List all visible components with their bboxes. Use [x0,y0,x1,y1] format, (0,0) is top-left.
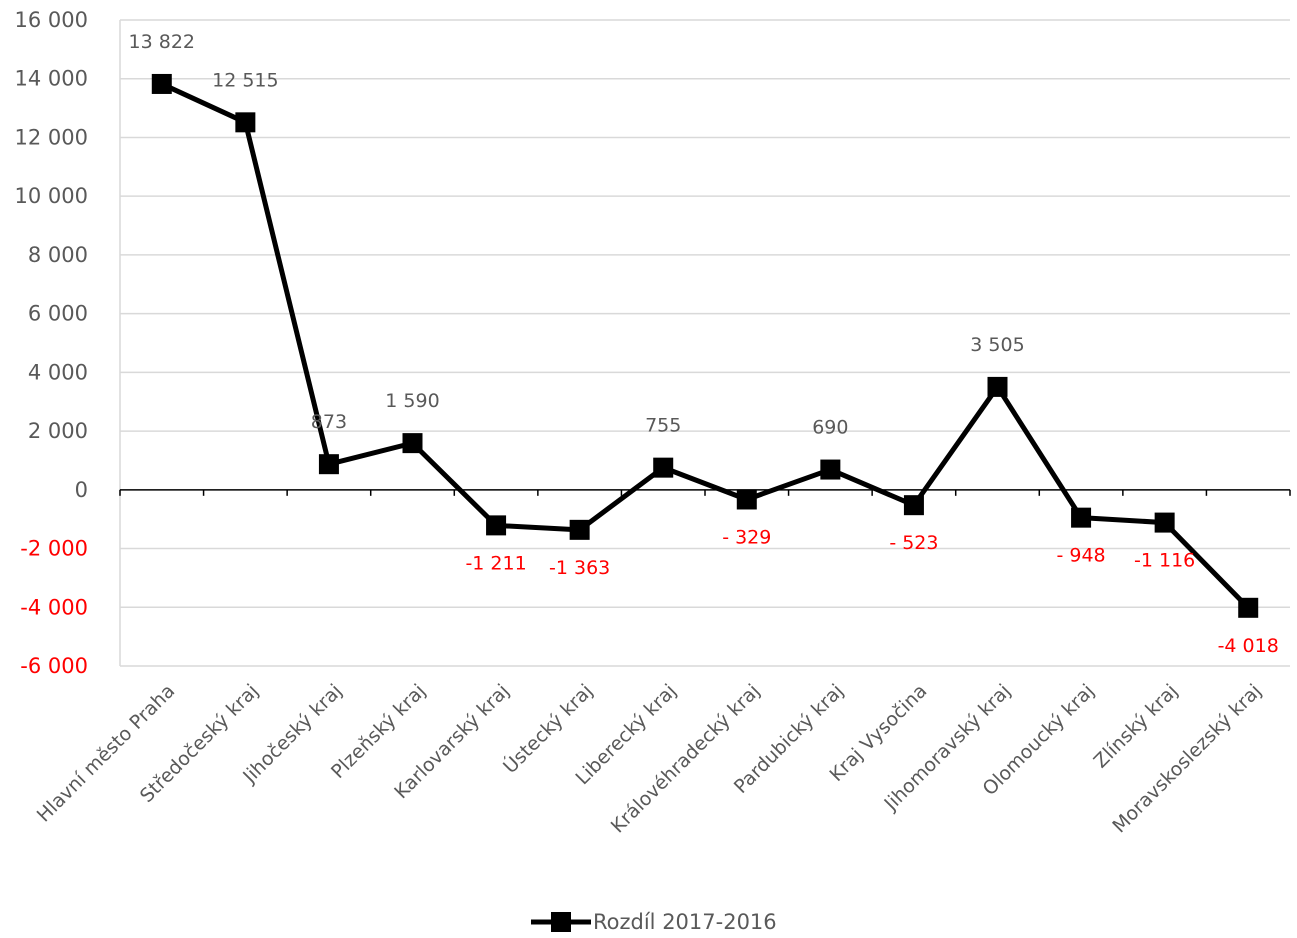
data-label: - 329 [722,526,771,548]
data-point-marker [653,457,674,478]
y-axis-tick-labels: 16 000 14 000 12 000 10 000 8 000 6 000 4 000 2… [15,8,88,678]
y-tick-label: 12 000 [15,125,88,149]
data-label: - 948 [1056,545,1105,567]
y-tick-label: 4 000 [28,360,88,384]
data-label: 1 590 [385,390,439,412]
y-tick-label: 6 000 [28,302,88,326]
y-tick-label: -6 000 [20,654,88,678]
data-point-marker [486,515,507,536]
data-label: 12 515 [212,69,278,91]
data-labels: 13 822 12 515 873 1 590 -1 211 -1 363 755 - 329… [129,31,1279,657]
data-label: 13 822 [129,31,195,53]
y-tick-label: 14 000 [15,67,88,91]
legend-label: Rozdíl 2017-2016 [593,910,777,934]
data-point-marker [569,519,590,540]
data-point-marker [1071,507,1092,528]
y-tick-label: -2 000 [20,537,88,561]
data-points [151,73,1259,618]
data-point-marker [318,454,339,475]
data-point-marker [820,459,841,480]
x-tick-label: Moravskoslezský kraj [1108,680,1265,837]
data-point-marker [736,489,757,510]
x-tick-label: Zlínský kraj [1090,680,1183,773]
x-tick-label: Hlavní město Praha [33,680,180,827]
y-tick-label: -4 000 [20,595,88,619]
data-label: -1 363 [549,557,610,579]
y-tick-label: 2 000 [28,419,88,443]
data-label: -4 018 [1218,635,1279,657]
y-tick-label: 0 [75,478,88,502]
data-label: 755 [645,415,681,437]
data-point-marker [987,376,1008,397]
series-line-path [160,81,1250,610]
y-tick-label: 16 000 [15,8,88,32]
y-tick-label: 8 000 [28,243,88,267]
data-label: - 523 [889,532,938,554]
data-label: 690 [812,417,848,439]
data-point-marker [1154,512,1175,533]
data-point-marker [235,112,256,133]
data-point-marker [903,495,924,516]
y-tick-label: 10 000 [15,184,88,208]
gridlines [120,19,1290,667]
data-point-marker [1238,597,1259,618]
data-label: -1 116 [1134,550,1195,572]
data-point-marker [402,433,423,454]
legend-marker-swatch [551,912,571,932]
data-point-marker [151,73,172,94]
axes [119,20,1291,666]
legend: Rozdíl 2017-2016 [531,910,777,934]
data-label: 873 [311,411,347,433]
data-label: -1 211 [465,552,526,574]
data-label: 3 505 [970,334,1024,356]
x-tick-label: Královéhradecký kraj [607,680,765,838]
series-line [160,81,1250,610]
